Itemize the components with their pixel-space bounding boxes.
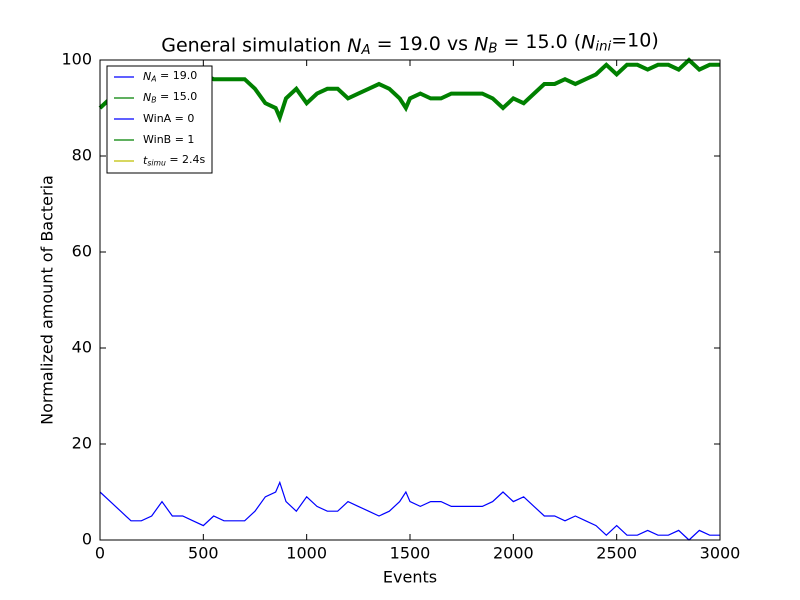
y-tick-label: 100 <box>61 50 92 69</box>
y-tick-label: 0 <box>82 530 92 549</box>
y-tick-label: 20 <box>72 434 92 453</box>
y-axis-label: Normalized amount of Bacteria <box>38 175 57 425</box>
x-axis-label: Events <box>383 568 437 587</box>
legend-label: WinB = 1 <box>143 133 194 146</box>
chart-title: General simulation NA​ = 19.0 vs NB​ = 1… <box>161 29 659 58</box>
x-tick-label: 0 <box>95 544 105 563</box>
x-tick-label: 1000 <box>286 544 327 563</box>
x-tick-label: 2500 <box>596 544 637 563</box>
x-tick-label: 2000 <box>493 544 534 563</box>
x-tick-label: 1500 <box>390 544 431 563</box>
x-tick-label: 3000 <box>700 544 741 563</box>
legend-label: NA​ = 19.0 <box>143 69 197 83</box>
y-tick-label: 60 <box>72 242 92 261</box>
legend-label: NB​ = 15.0 <box>143 90 197 104</box>
x-tick-label: 500 <box>188 544 219 563</box>
legend-label: WinA = 0 <box>143 112 194 125</box>
y-tick-label: 40 <box>72 338 92 357</box>
y-tick-label: 80 <box>72 146 92 165</box>
data-line <box>99 480 720 541</box>
